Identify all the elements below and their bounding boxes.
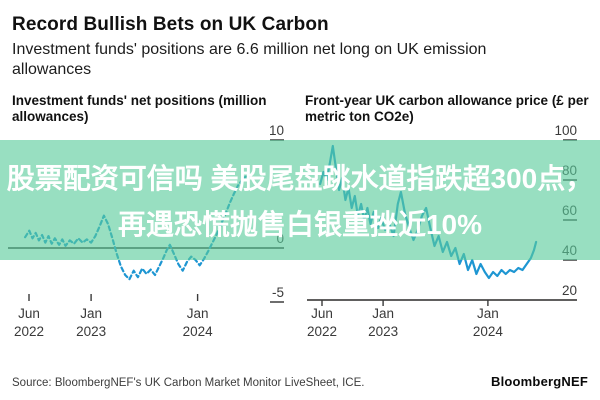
x-tick-label: 2023 — [368, 324, 398, 339]
x-tick-label: Jun — [311, 306, 333, 321]
x-tick-label: 2023 — [76, 324, 106, 339]
banner-line1[interactable]: 股票配资可信吗 美股尾盘跳水道指跌超300点， — [6, 163, 594, 194]
x-tick-label: 2024 — [183, 324, 214, 339]
x-tick-label: Jan — [187, 306, 209, 321]
y-tick-label: 20 — [562, 283, 577, 298]
bloombergnef-logo: BloombergNEF — [490, 374, 588, 389]
overlay-ad-banner[interactable]: 股票配资可信吗 美股尾盘跳水道指跌超300点， 再遇恐慌抛售白银重挫近10% — [0, 140, 600, 260]
x-tick-label: Jan — [372, 306, 394, 321]
x-tick-label: Jan — [80, 306, 102, 321]
x-tick-label: 2022 — [307, 324, 337, 339]
x-tick-label: Jan — [477, 306, 499, 321]
x-tick-label: 2022 — [14, 324, 44, 339]
page-title: Record Bullish Bets on UK Carbon — [12, 14, 329, 35]
banner-line2[interactable]: 再遇恐慌抛售白银重挫近10% — [117, 209, 483, 240]
header: Record Bullish Bets on UK Carbon Investm… — [12, 13, 582, 80]
x-tick-label: Jun — [18, 306, 40, 321]
right-chart-title: Front-year UK carbon allowance price (£ … — [305, 93, 589, 124]
subtitle: Investment funds' positions are 6.6 mill… — [12, 41, 487, 78]
x-tick-label: 2024 — [473, 324, 504, 339]
y-tick-label: -5 — [272, 285, 284, 300]
y-tick-label: 10 — [269, 123, 284, 138]
left-chart-title: Investment funds' net positions (million… — [12, 93, 267, 124]
y-tick-label: 100 — [554, 123, 577, 138]
source-note: Source: BloombergNEF's UK Carbon Market … — [12, 377, 365, 389]
